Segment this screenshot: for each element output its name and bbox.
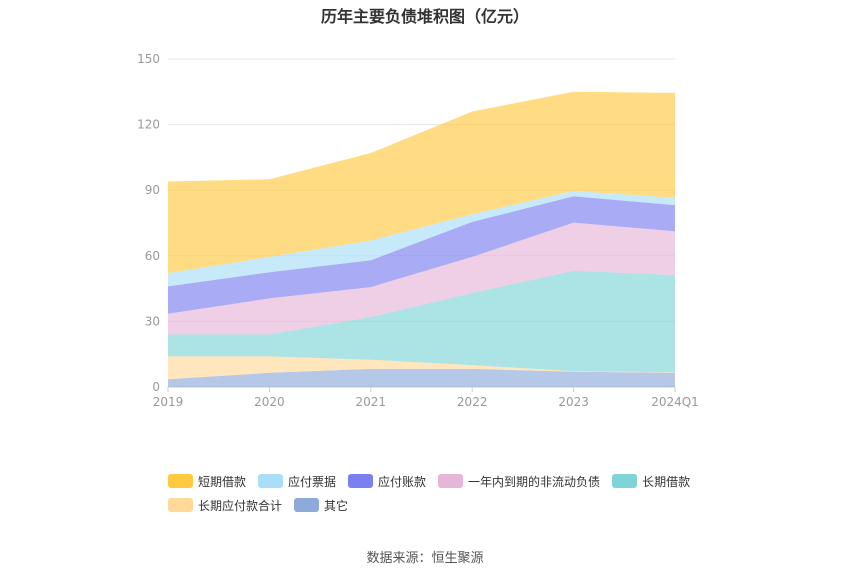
legend-item[interactable]: 长期应付款合计 bbox=[168, 497, 282, 513]
area-series bbox=[168, 91, 675, 387]
x-axis: 2019 2020 2021 2022 2023 2024Q1 bbox=[153, 387, 699, 409]
legend-item[interactable]: 长期借款 bbox=[612, 473, 690, 489]
area-series-3 bbox=[168, 222, 675, 335]
legend-label: 长期应付款合计 bbox=[198, 498, 283, 513]
area-series-5 bbox=[168, 190, 675, 287]
x-tick-label: 2024Q1 bbox=[651, 395, 699, 409]
legend-item[interactable]: 一年内到期的非流动负债 bbox=[438, 473, 600, 489]
legend-label: 其它 bbox=[324, 498, 349, 513]
x-tick-label: 2022 bbox=[457, 395, 488, 409]
legend-swatch bbox=[438, 474, 464, 488]
chart-title: 历年主要负债堆积图（亿元） bbox=[320, 7, 529, 26]
x-tick-label: 2020 bbox=[254, 395, 285, 409]
legend-swatch bbox=[348, 474, 374, 488]
x-tick-label: 2019 bbox=[153, 395, 184, 409]
legend-swatch bbox=[294, 498, 320, 512]
y-tick-label: 90 bbox=[145, 183, 160, 197]
legend-label: 应付票据 bbox=[288, 474, 337, 489]
y-axis: 0 30 60 90 120 150 bbox=[137, 52, 160, 394]
y-tick-label: 60 bbox=[145, 249, 160, 263]
legend-swatch bbox=[258, 474, 284, 488]
legend-item[interactable]: 短期借款 bbox=[168, 473, 246, 489]
legend: 短期借款 应付票据 应付账款 一年内到期的非流动负债 长期借款长期应付款合计 其它 bbox=[168, 473, 728, 521]
area-series-6 bbox=[168, 91, 675, 274]
x-tick-label: 2021 bbox=[356, 395, 387, 409]
y-tick-label: 30 bbox=[145, 314, 160, 328]
area-series-0 bbox=[168, 368, 675, 387]
legend-label: 短期借款 bbox=[198, 474, 247, 489]
legend-swatch bbox=[612, 474, 638, 488]
x-tick-label: 2023 bbox=[558, 395, 589, 409]
area-series-1 bbox=[168, 356, 675, 380]
legend-label: 一年内到期的非流动负债 bbox=[468, 474, 601, 489]
source-note: 数据来源：恒生聚源 bbox=[366, 551, 484, 566]
legend-swatch bbox=[168, 498, 193, 512]
y-tick-label: 150 bbox=[137, 52, 160, 66]
area-series-2 bbox=[168, 270, 675, 373]
y-tick-label: 120 bbox=[137, 118, 160, 132]
area-series-4 bbox=[168, 196, 675, 314]
legend-item[interactable]: 应付票据 bbox=[258, 473, 336, 489]
legend-label: 长期借款 bbox=[642, 474, 691, 489]
legend-label: 应付账款 bbox=[378, 474, 427, 489]
legend-item[interactable]: 其它 bbox=[294, 497, 348, 513]
legend-item[interactable]: 应付账款 bbox=[348, 473, 426, 489]
legend-swatch bbox=[168, 474, 193, 488]
y-tick-label: 0 bbox=[152, 380, 160, 394]
